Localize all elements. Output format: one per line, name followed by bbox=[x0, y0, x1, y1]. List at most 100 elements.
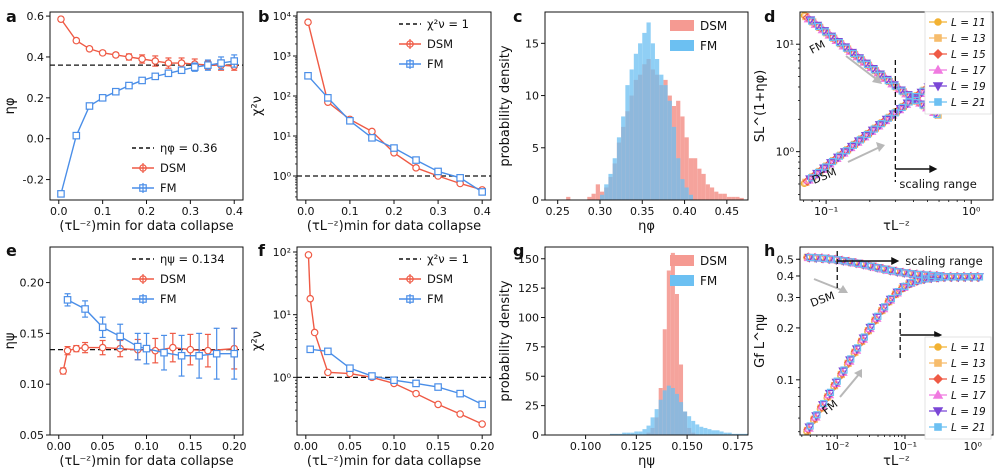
data-point bbox=[72, 131, 81, 140]
data-point bbox=[57, 15, 65, 23]
annotation-arrowhead bbox=[876, 142, 885, 152]
panel-label: a bbox=[6, 7, 17, 26]
hist-bar bbox=[626, 432, 631, 435]
data-point bbox=[887, 109, 898, 119]
data-point bbox=[840, 366, 848, 374]
data-point bbox=[98, 343, 107, 352]
series-line bbox=[307, 22, 483, 191]
legend: χ²ν = 1 DSM FM bbox=[399, 252, 469, 306]
y-tick-label: 0.6 bbox=[27, 10, 45, 23]
x-axis-label: ηφ bbox=[638, 219, 655, 234]
legend-label: DSM bbox=[160, 161, 186, 175]
x-axis-label: (τL⁻ᶻ)min for data collapse bbox=[307, 219, 481, 234]
data-point bbox=[368, 372, 376, 380]
hist-bar bbox=[667, 100, 672, 200]
legend-label: L = 21 bbox=[951, 422, 986, 434]
legend: DSM FM bbox=[670, 254, 727, 288]
y-axis-label: probability density bbox=[498, 45, 513, 166]
legend-marker bbox=[406, 60, 414, 68]
x-tick-label: 0.05 bbox=[90, 440, 115, 453]
data-point bbox=[190, 63, 199, 71]
hist-bar bbox=[688, 158, 694, 200]
data-point bbox=[870, 125, 878, 133]
x-tick-label: 0.00 bbox=[47, 440, 72, 453]
legend-label: L = 13 bbox=[951, 358, 986, 370]
series-fm bbox=[306, 345, 486, 409]
y-axis-label: χ²ν bbox=[250, 331, 265, 351]
legend-marker bbox=[932, 48, 944, 60]
hist-bar bbox=[731, 196, 736, 200]
x-tick-label: 0.125 bbox=[621, 440, 653, 453]
panel-h: 10⁻² 10⁻¹ 10⁰ 0.1 0.2 0.3 0.4 0.5 τL⁻ᶻ Gf L^ηψ h DS… bbox=[753, 241, 994, 469]
hist-bar bbox=[722, 193, 727, 200]
hist-bar bbox=[666, 270, 671, 435]
data-point bbox=[852, 136, 863, 146]
data-point bbox=[434, 167, 442, 176]
data-point bbox=[877, 120, 885, 128]
collapse-L21 bbox=[806, 253, 984, 430]
legend-label: L = 11 bbox=[951, 342, 986, 354]
y-tick-label: 10³ bbox=[273, 50, 291, 63]
x-tick-label: 10⁰ bbox=[963, 440, 982, 453]
x-tick-label: 0.4 bbox=[225, 205, 243, 218]
data-point bbox=[310, 328, 319, 337]
data-point bbox=[817, 164, 828, 173]
data-point bbox=[905, 98, 913, 106]
hist-bar bbox=[646, 425, 651, 435]
hist-bar bbox=[714, 191, 719, 200]
data-point bbox=[217, 59, 225, 67]
x-tick-label: 0.175 bbox=[722, 440, 754, 453]
legend-marker bbox=[406, 40, 414, 48]
axes-frame bbox=[296, 11, 492, 201]
data-point bbox=[901, 269, 909, 277]
legend-label: L = 13 bbox=[951, 33, 986, 45]
hist-bar bbox=[727, 432, 732, 435]
legend-label: DSM bbox=[160, 272, 186, 286]
x-tick-label: 10⁰ bbox=[962, 205, 981, 218]
hist-bar bbox=[678, 364, 684, 435]
hist-bar bbox=[599, 194, 605, 200]
legend: DSM FM bbox=[670, 19, 727, 53]
data-point bbox=[478, 420, 486, 428]
axes-frame bbox=[296, 246, 492, 436]
data-point bbox=[820, 399, 828, 408]
hist-bar bbox=[715, 430, 720, 435]
y-tick-label: 10 bbox=[525, 90, 539, 103]
panel-c: 0.25 0.30 0.35 0.40 0.45 0 5 10 15 ηφ probability … bbox=[498, 7, 749, 234]
data-point bbox=[324, 94, 332, 102]
hist-bar bbox=[684, 137, 689, 200]
legend-label: L = 15 bbox=[951, 374, 986, 386]
data-point bbox=[204, 61, 212, 69]
data-point bbox=[346, 364, 354, 372]
data-point bbox=[125, 53, 133, 61]
data-point bbox=[891, 82, 899, 90]
data-point bbox=[867, 322, 875, 331]
x-tick-label: 0.4 bbox=[473, 205, 491, 218]
x-tick-label: 0.30 bbox=[588, 205, 613, 218]
x-tick-label: 0.15 bbox=[178, 440, 203, 453]
data-point bbox=[412, 389, 420, 398]
y-tick-label: 0.2 bbox=[777, 322, 795, 335]
y-tick-label: -0.2 bbox=[23, 174, 44, 187]
hist-bar bbox=[621, 116, 626, 200]
axes-frame bbox=[544, 11, 749, 201]
data-point bbox=[874, 264, 882, 272]
hist-bar bbox=[683, 411, 688, 435]
data-point bbox=[195, 351, 203, 360]
data-point bbox=[57, 190, 65, 198]
data-point bbox=[151, 57, 160, 65]
y-tick-label: 10¹ bbox=[776, 38, 794, 51]
data-point bbox=[808, 17, 816, 25]
panel-label: d bbox=[764, 7, 775, 26]
data-point bbox=[941, 273, 950, 281]
hist-bar bbox=[622, 432, 627, 435]
x-tick-label: 0.25 bbox=[545, 205, 570, 218]
legend: ηψ = 0.134 DSM FM bbox=[132, 252, 225, 306]
legend-label: FM bbox=[160, 181, 177, 195]
legend-marker bbox=[932, 82, 944, 92]
data-point bbox=[859, 131, 870, 141]
x-tick-label: 0.1 bbox=[94, 205, 112, 218]
y-axis-label: SL^(1+ηφ) bbox=[753, 70, 768, 143]
panel-label: e bbox=[6, 241, 17, 260]
data-point bbox=[826, 388, 835, 396]
